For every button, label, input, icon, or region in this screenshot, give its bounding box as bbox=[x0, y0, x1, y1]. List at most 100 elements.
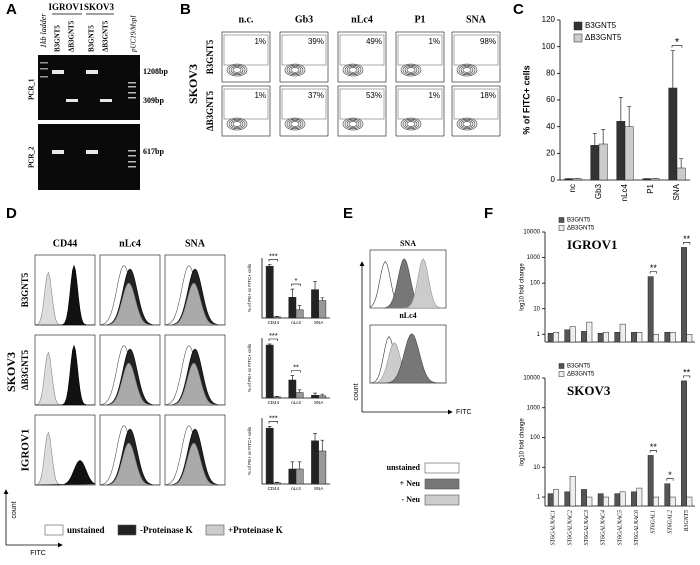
x-tick-label: CD44 bbox=[268, 400, 280, 405]
percentage: 49% bbox=[366, 37, 382, 46]
flow-column: Gb3 bbox=[295, 14, 313, 25]
annotation: *** bbox=[269, 252, 278, 261]
y-tick-label: 20 bbox=[546, 148, 555, 157]
gel-lane: B3GNT5 bbox=[88, 25, 96, 52]
contour bbox=[288, 66, 302, 74]
annotation: ** bbox=[650, 263, 658, 273]
bar bbox=[614, 493, 621, 507]
legend-label: -Proteinase K bbox=[140, 525, 193, 535]
gel-lane: ΔB3GNT5 bbox=[68, 20, 76, 52]
y-tick-label: 100 bbox=[542, 42, 556, 51]
bar bbox=[311, 289, 319, 319]
contour bbox=[402, 118, 420, 130]
x-tick-label: P1 bbox=[646, 183, 655, 193]
flow-panel: SKOV3 bbox=[186, 64, 200, 104]
x-tick-label: ST6GALNAC6 bbox=[634, 510, 640, 545]
contour bbox=[288, 120, 302, 128]
legend-label: unstained bbox=[67, 525, 105, 535]
contour bbox=[460, 66, 474, 74]
x-tick-label: nc bbox=[568, 184, 577, 192]
bar bbox=[311, 440, 319, 485]
peak bbox=[35, 264, 95, 326]
histogram-column: CD44 bbox=[53, 238, 77, 249]
contour bbox=[232, 67, 242, 73]
error-bar bbox=[618, 96, 623, 122]
bar bbox=[631, 332, 637, 343]
error-bar bbox=[627, 106, 632, 127]
legend-swatch bbox=[205, 524, 225, 536]
significance-bracket bbox=[649, 450, 657, 453]
legend-swatch bbox=[117, 524, 137, 536]
legend-label: B3GNT5 bbox=[567, 218, 591, 224]
band-size: 617bp bbox=[143, 147, 164, 156]
percentage: 18% bbox=[480, 91, 496, 100]
bar bbox=[553, 332, 559, 343]
bar bbox=[636, 332, 643, 343]
error-bar bbox=[275, 481, 279, 483]
flow-row: ΔB3GNT5 bbox=[205, 90, 215, 131]
y-tick-label: 40 bbox=[546, 122, 555, 131]
x-tick-label: ST6GALNAC5 bbox=[617, 510, 623, 545]
bar bbox=[581, 489, 587, 507]
x-tick-label: nLc4 bbox=[291, 400, 301, 405]
flow-plot bbox=[221, 31, 271, 83]
panel-title: SNA bbox=[400, 239, 416, 248]
legend-swatch bbox=[558, 217, 565, 223]
percentage: 1% bbox=[254, 37, 266, 46]
gel bbox=[38, 55, 140, 120]
x-tick-label: nLc4 bbox=[291, 486, 301, 491]
x-tick-label: SNA bbox=[672, 183, 681, 200]
error-bar bbox=[601, 128, 606, 144]
peak bbox=[164, 362, 226, 406]
gate bbox=[223, 34, 269, 66]
bar bbox=[624, 126, 634, 181]
contour bbox=[460, 120, 474, 128]
contour bbox=[348, 67, 358, 73]
percentage: 37% bbox=[308, 91, 324, 100]
panel-label: D bbox=[6, 205, 17, 222]
contour bbox=[406, 121, 416, 127]
y-axis-label: log10 fold change bbox=[520, 263, 526, 311]
bar bbox=[553, 489, 559, 507]
gate bbox=[223, 88, 269, 120]
bar bbox=[614, 332, 621, 343]
y-tick-label: 60 bbox=[546, 95, 555, 104]
y-tick-label: 10000 bbox=[523, 230, 540, 236]
contour bbox=[462, 121, 472, 127]
error-bar bbox=[275, 396, 279, 397]
bar bbox=[288, 297, 297, 319]
pcr-label: PCR_2 bbox=[28, 146, 36, 168]
legend-label: +Proteinase K bbox=[228, 525, 283, 535]
axis-label: FITC bbox=[30, 550, 46, 557]
legend-swatch bbox=[44, 524, 64, 536]
bar bbox=[669, 332, 676, 343]
gate bbox=[453, 34, 499, 66]
annotation: ** bbox=[650, 442, 658, 452]
y-axis-label: % of PE+ or FITC+ cells bbox=[247, 426, 252, 475]
histogram-column: SNA bbox=[185, 238, 206, 249]
contour bbox=[230, 120, 244, 128]
error-bar bbox=[679, 158, 684, 168]
percentage: 1% bbox=[428, 37, 440, 46]
contour bbox=[342, 63, 364, 77]
gel-ladder: 1kb ladder bbox=[39, 13, 48, 48]
gel-lane: B3GNT5 bbox=[54, 25, 62, 52]
significance-bracket bbox=[671, 45, 683, 48]
bar bbox=[616, 121, 626, 181]
axis-label: count bbox=[11, 501, 18, 518]
histogram-column: nLc4 bbox=[119, 238, 141, 249]
contour bbox=[402, 64, 420, 76]
legend-label: unstained bbox=[387, 463, 421, 472]
y-axis-label: log10 fold change bbox=[520, 418, 526, 466]
bar bbox=[311, 395, 319, 399]
bar bbox=[318, 450, 327, 485]
contour bbox=[342, 117, 364, 131]
bar bbox=[295, 468, 304, 485]
contour bbox=[284, 117, 306, 131]
contour bbox=[344, 64, 362, 76]
bar bbox=[603, 332, 609, 343]
error-bar bbox=[670, 50, 675, 88]
gate bbox=[453, 88, 499, 120]
bar bbox=[664, 332, 671, 343]
